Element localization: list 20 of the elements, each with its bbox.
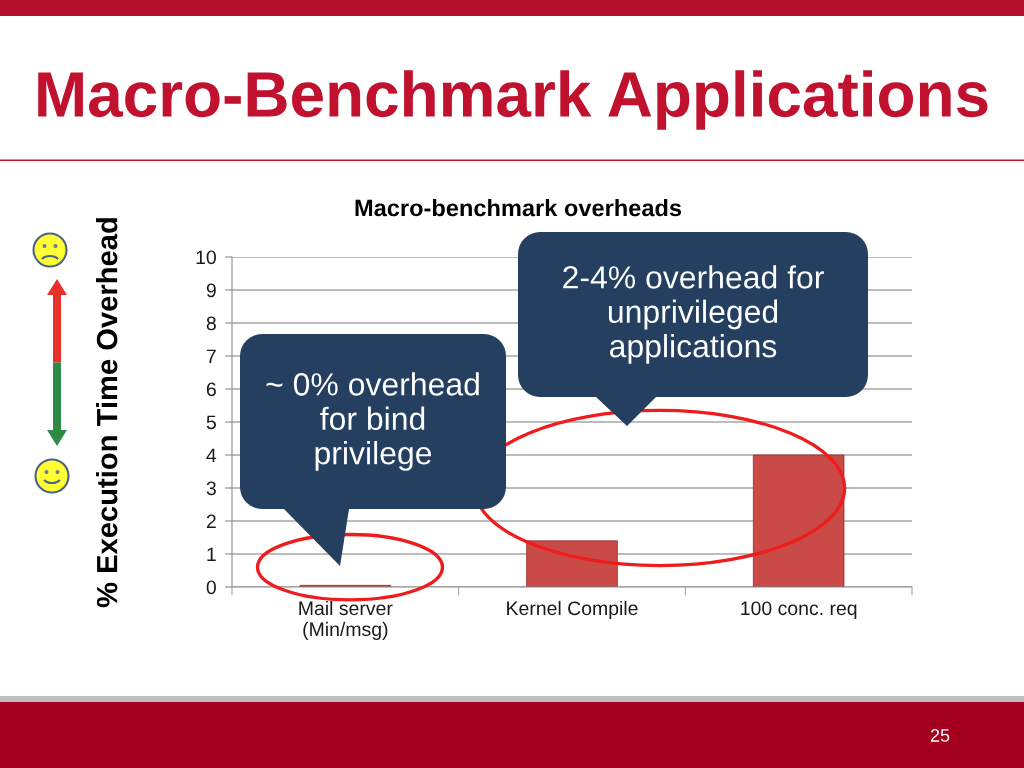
text: 25 xyxy=(930,729,950,742)
chart-title: Macro-Benchmark Applications xyxy=(38,70,988,130)
x-tick-label: Kernel Compile xyxy=(507,600,638,620)
y-tick-label: 4 xyxy=(206,448,217,463)
y-axis-title: % Execution Time Overhead xyxy=(96,218,118,608)
y-tick-label: 5 xyxy=(206,415,216,430)
y-tick-label: 9 xyxy=(206,283,216,298)
y-tick-label: 3 xyxy=(206,481,216,496)
y-tick-label: 10 xyxy=(196,250,216,265)
annotation: ~ 0% overhead for bind privilege xyxy=(266,372,479,471)
x-tick-label: Mail server (Min/msg) xyxy=(299,600,393,640)
x-tick-label: 100 conc. req xyxy=(741,601,857,620)
y-tick-label: 2 xyxy=(206,514,216,529)
y-tick-label: 7 xyxy=(206,349,216,364)
y-tick-label: 8 xyxy=(206,316,216,331)
y-tick-label: 1 xyxy=(207,547,216,562)
y-tick-label: 6 xyxy=(206,382,216,397)
y-tick-label: 0 xyxy=(206,580,216,595)
annotation: 2-4% overhead for unprivileged applications xyxy=(563,265,824,364)
chart-subtitle: Macro-benchmark overheads xyxy=(355,199,682,217)
